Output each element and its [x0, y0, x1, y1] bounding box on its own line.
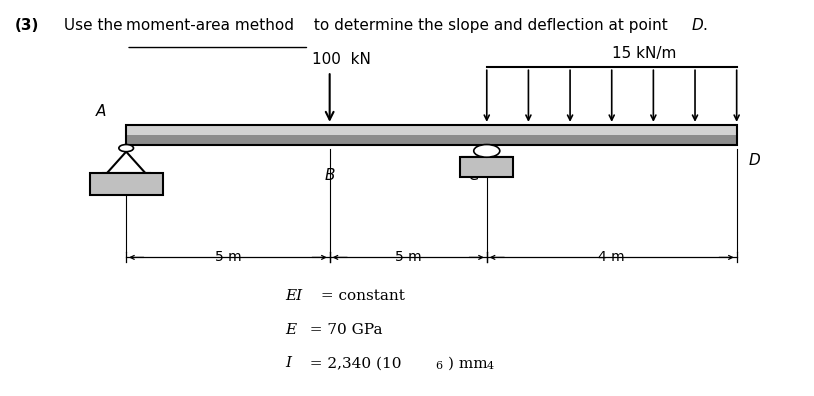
Text: E: E	[285, 323, 296, 337]
Circle shape	[474, 145, 500, 157]
Text: ) mm: ) mm	[448, 356, 488, 370]
Text: 4 m: 4 m	[598, 250, 625, 265]
Text: C: C	[468, 168, 479, 183]
Text: moment-area method: moment-area method	[126, 18, 294, 33]
Circle shape	[119, 145, 133, 152]
Text: A: A	[95, 104, 106, 119]
Polygon shape	[107, 152, 146, 173]
Text: Use the: Use the	[59, 18, 127, 33]
Text: 5 m: 5 m	[215, 250, 241, 265]
Text: D: D	[692, 18, 703, 33]
Bar	[126, 125, 737, 135]
Text: = 70 GPa: = 70 GPa	[300, 323, 382, 337]
Text: 4: 4	[487, 361, 494, 371]
Bar	[126, 135, 737, 145]
Bar	[461, 157, 514, 177]
Text: 100  kN: 100 kN	[313, 52, 371, 67]
Text: 15 kN/m: 15 kN/m	[612, 46, 676, 61]
Text: I: I	[285, 356, 291, 370]
Text: = constant: = constant	[316, 289, 405, 303]
Bar	[126, 125, 737, 145]
Text: .: .	[702, 18, 707, 33]
Text: 5 m: 5 m	[395, 250, 422, 265]
Text: = 2,340 (10: = 2,340 (10	[300, 356, 401, 370]
Bar	[90, 173, 163, 195]
Text: (3): (3)	[15, 18, 39, 33]
Text: 6: 6	[435, 361, 443, 371]
Text: to determine the slope and deflection at point: to determine the slope and deflection at…	[309, 18, 673, 33]
Text: EI: EI	[285, 289, 302, 303]
Text: B: B	[325, 168, 335, 183]
Text: D: D	[749, 153, 760, 168]
